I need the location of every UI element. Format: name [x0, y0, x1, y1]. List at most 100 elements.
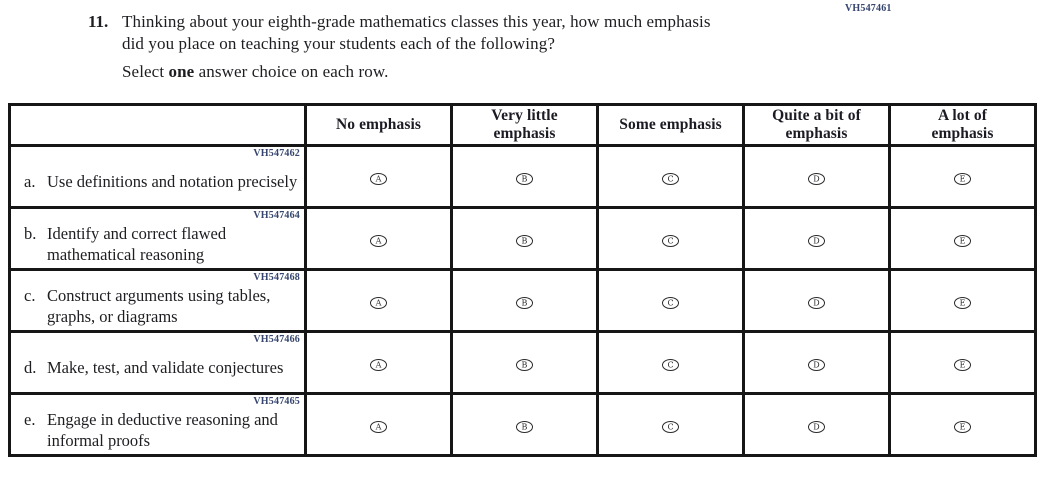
table-row-a: VH547462 a. Use definitions and notation… [8, 144, 1037, 209]
bubble-letter: B [521, 360, 528, 369]
answer-bubble-b[interactable]: B [516, 172, 533, 185]
answer-cell: C [596, 392, 745, 457]
answer-bubble-a[interactable]: A [370, 172, 387, 185]
answer-cell: B [450, 144, 599, 209]
row-label-cell: VH547468 c. Construct arguments using ta… [8, 268, 307, 333]
answer-cell: E [888, 206, 1037, 271]
row-label-cell: VH547465 e. Engage in deductive reasonin… [8, 392, 307, 457]
row-label-cell: VH547466 d. Make, test, and validate con… [8, 330, 307, 395]
answer-bubble-d[interactable]: D [808, 358, 825, 371]
answer-bubble-e[interactable]: E [954, 172, 971, 185]
bubble-letter: C [667, 298, 674, 307]
bubble-letter: E [959, 422, 966, 431]
bubble-letter: A [375, 298, 382, 307]
bubble-letter: C [667, 236, 674, 245]
answer-bubble-b[interactable]: B [516, 420, 533, 433]
bubble-letter: D [813, 422, 820, 431]
bubble-letter: E [959, 298, 966, 307]
bubble-letter: A [375, 174, 382, 183]
instruction-bold: one [168, 62, 195, 81]
answer-cell: A [304, 392, 453, 457]
column-header-very-little-emphasis: Very little emphasis [450, 103, 599, 147]
answer-cell: C [596, 268, 745, 333]
answer-bubble-d[interactable]: D [808, 296, 825, 309]
answer-cell: A [304, 268, 453, 333]
answer-bubble-d[interactable]: D [808, 172, 825, 185]
bubble-letter: B [521, 422, 528, 431]
bubble-letter: B [521, 174, 528, 183]
item-code: VH547468 [253, 272, 300, 283]
answer-bubble-e[interactable]: E [954, 420, 971, 433]
bubble-letter: D [813, 174, 820, 183]
answer-bubble-a[interactable]: A [370, 420, 387, 433]
table-row-b: VH547464 b. Identify and correct flawed … [8, 206, 1037, 271]
answer-bubble-b[interactable]: B [516, 296, 533, 309]
answer-cell: B [450, 268, 599, 333]
answer-bubble-d[interactable]: D [808, 234, 825, 247]
bubble-letter: B [521, 236, 528, 245]
answer-cell: C [596, 206, 745, 271]
bubble-letter: D [813, 236, 820, 245]
answer-cell: A [304, 206, 453, 271]
answer-bubble-c[interactable]: C [662, 296, 679, 309]
bubble-letter: A [375, 360, 382, 369]
answer-cell: D [742, 268, 891, 333]
answer-cell: D [742, 206, 891, 271]
answer-cell: C [596, 144, 745, 209]
bubble-letter: C [667, 422, 674, 431]
answer-cell: E [888, 268, 1037, 333]
table-row-e: VH547465 e. Engage in deductive reasonin… [8, 392, 1037, 457]
row-letter: b. [24, 223, 37, 243]
answer-bubble-a[interactable]: A [370, 234, 387, 247]
column-header-some-emphasis: Some emphasis [596, 103, 745, 147]
row-label: Identify and correct flawed mathematical… [47, 223, 227, 264]
column-header-no-emphasis: No emphasis [304, 103, 453, 147]
table-row-c: VH547468 c. Construct arguments using ta… [8, 268, 1037, 333]
answer-cell: A [304, 330, 453, 395]
answer-bubble-a[interactable]: A [370, 296, 387, 309]
item-code: VH547465 [253, 396, 300, 407]
instruction-prefix: Select [122, 62, 169, 81]
row-letter: c. [24, 285, 36, 305]
item-code: VH547464 [253, 210, 300, 221]
answer-bubble-a[interactable]: A [370, 358, 387, 371]
bubble-letter: E [959, 360, 966, 369]
bubble-letter: D [813, 298, 820, 307]
answer-bubble-c[interactable]: C [662, 172, 679, 185]
answer-bubble-b[interactable]: B [516, 234, 533, 247]
answer-cell: E [888, 144, 1037, 209]
answer-bubble-e[interactable]: E [954, 234, 971, 247]
emphasis-table: No emphasis Very little emphasis Some em… [8, 103, 1037, 457]
answer-bubble-c[interactable]: C [662, 420, 679, 433]
column-header-quite-a-bit-of-emphasis: Quite a bit of emphasis [742, 103, 891, 147]
answer-cell: B [450, 392, 599, 457]
answer-bubble-c[interactable]: C [662, 358, 679, 371]
answer-bubble-c[interactable]: C [662, 234, 679, 247]
answer-bubble-e[interactable]: E [954, 358, 971, 371]
instruction: Select one answer choice on each row. [122, 61, 389, 83]
question-number: 11. [88, 12, 109, 31]
row-label: Construct arguments using tables, graphs… [47, 285, 271, 326]
column-header-a-lot-of-emphasis: A lot of emphasis [888, 103, 1037, 147]
item-code: VH547466 [253, 334, 300, 345]
instruction-suffix: answer choice on each row. [194, 62, 389, 81]
answer-bubble-b[interactable]: B [516, 358, 533, 371]
answer-bubble-e[interactable]: E [954, 296, 971, 309]
answer-cell: C [596, 330, 745, 395]
answer-cell: D [742, 144, 891, 209]
row-label: Make, test, and validate conjectures [47, 358, 284, 377]
row-letter: d. [24, 358, 37, 377]
bubble-letter: A [375, 422, 382, 431]
item-code: VH547462 [253, 148, 300, 159]
answer-cell: E [888, 330, 1037, 395]
header-row: No emphasis Very little emphasis Some em… [8, 103, 1037, 147]
bubble-letter: B [521, 298, 528, 307]
bubble-letter: D [813, 360, 820, 369]
row-letter: a. [24, 172, 36, 191]
row-letter: e. [24, 409, 36, 429]
bubble-letter: A [375, 236, 382, 245]
answer-bubble-d[interactable]: D [808, 420, 825, 433]
bubble-letter: C [667, 360, 674, 369]
row-label-cell: VH547464 b. Identify and correct flawed … [8, 206, 307, 271]
answer-cell: A [304, 144, 453, 209]
